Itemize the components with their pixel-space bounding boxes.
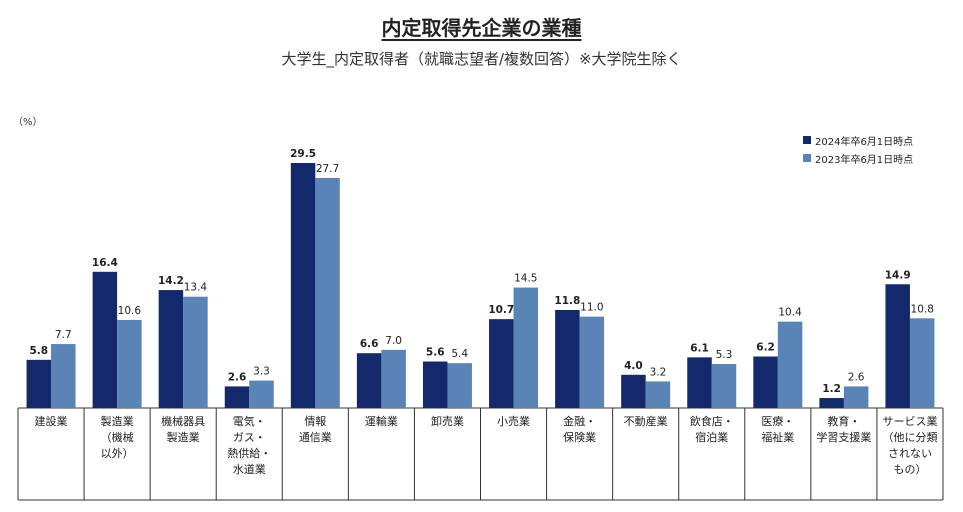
category-label: 飲食店・ [690,414,734,428]
category-label: 金融・ [563,414,596,428]
category-label: 医療・ [761,414,794,428]
data-label-2023: 3.2 [650,366,667,378]
bar-2023 [711,363,737,408]
data-label-2023: 10.6 [118,305,142,317]
bar-2023 [51,344,76,408]
bar-2023 [777,321,803,408]
data-label-2024: 14.9 [885,269,911,281]
data-label-2023: 13.4 [184,282,208,294]
data-label-2024: 4.0 [624,360,643,372]
data-label-2024: 10.7 [488,304,514,316]
category-label: ガス・ [233,431,266,444]
category-label: されない [888,447,932,460]
legend: 2024年卒6月1日時点 2023年卒6月1日時点 [803,131,913,167]
data-label-2023: 10.8 [911,303,934,315]
bar-2024 [753,356,778,408]
bar-2024 [356,353,382,408]
data-label-2024: 11.8 [554,295,580,307]
category-label: 製造業 [101,414,134,428]
legend-label-2024: 2024年卒6月1日時点 [815,136,914,148]
category-label: （機械 [101,430,134,444]
bar-2023 [249,380,274,408]
category-label: 小売業 [497,415,530,428]
data-label-2024: 6.2 [756,342,775,354]
bar-2024 [224,386,250,408]
category-label: 情報 [304,415,326,428]
bar-2023 [843,386,869,408]
chart-title: 内定取得先企業の業種 [381,16,582,40]
bar-2024 [92,271,118,408]
category-label: 電気・ [233,414,266,428]
legend-swatch-2023 [803,154,811,162]
data-label-2024: 6.6 [360,338,379,350]
category-label: 運輸業 [365,414,398,428]
bar-2023 [447,363,472,408]
data-label-2024: 5.8 [29,345,48,357]
category-label: 福祉業 [761,430,794,444]
data-label-2023: 7.7 [55,329,72,341]
category-label: 以外） [101,447,134,460]
data-label-2024: 5.6 [426,346,445,358]
bar-2023 [909,318,935,408]
category-label: 宿泊業 [695,430,728,444]
bar-2023 [183,296,208,408]
data-label-2023: 5.3 [716,349,733,361]
category-label: （他に分類 [882,431,937,444]
data-label-2023: 7.0 [385,335,402,347]
bar-2024 [621,374,646,408]
chart-subtitle: 大学生_内定取得者（就職志望者/複数回答）※大学院生除く [281,50,682,68]
bar-2024 [687,357,712,408]
data-label-2023: 10.4 [778,307,802,319]
bar-2023 [513,287,539,408]
data-label-2024: 16.4 [92,257,118,269]
bar-2024 [885,284,910,408]
data-label-2023: 2.6 [848,371,865,383]
bar-2024 [26,359,52,408]
category-label: 水道業 [233,462,266,476]
category-label: 建設業 [35,414,68,428]
data-label-2024: 2.6 [228,371,247,383]
data-label-2023: 14.5 [514,273,537,285]
category-label: 熱供給・ [227,446,271,460]
legend-item-2023: 2023年卒6月1日時点 [803,149,913,167]
data-label-2023: 5.4 [451,348,468,360]
bar-2023 [315,177,340,408]
category-label: もの） [893,463,926,476]
bar-2023 [381,349,406,408]
bar-2024 [489,319,514,408]
bar-2023 [117,319,142,408]
data-label-2023: 11.0 [580,302,603,314]
legend-swatch-2024 [803,136,811,144]
category-label: 製造業 [167,430,200,444]
category-label: 卸売業 [431,414,464,428]
data-label-2024: 6.1 [690,342,709,354]
data-label-2023: 3.3 [253,366,270,378]
category-label: サービス業 [882,415,937,428]
category-label: 不動産業 [624,414,668,428]
data-label-2024: 14.2 [158,275,184,287]
data-label-2024: 1.2 [822,383,841,395]
bar-2024 [555,310,580,408]
category-label: 保険業 [563,430,596,444]
bar-2024 [290,163,316,408]
category-label: 教育・ [827,414,860,428]
bar-2023 [579,316,605,408]
bar-2023 [645,381,671,408]
category-label: 学習支援業 [816,430,871,444]
bar-2024 [422,361,448,408]
bar-2024 [158,290,184,408]
category-label: 通信業 [299,431,332,444]
data-label-2024: 29.5 [290,148,316,160]
bar-2024 [819,398,844,408]
legend-item-2024: 2024年卒6月1日時点 [803,131,913,149]
legend-label-2023: 2023年卒6月1日時点 [815,154,914,166]
y-unit-label: （%） [13,117,43,128]
category-label: 機械器具 [161,414,205,428]
data-label-2023: 27.7 [316,163,339,175]
